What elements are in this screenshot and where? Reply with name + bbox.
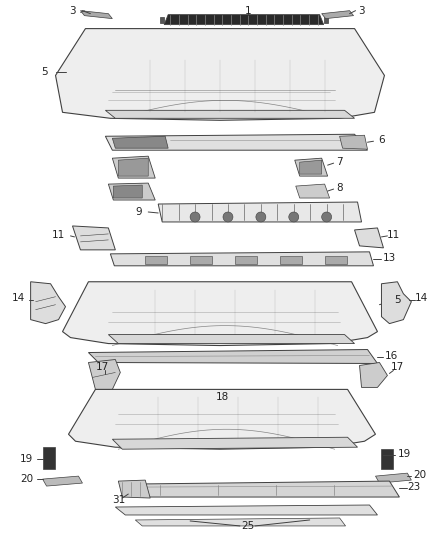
- Text: 1: 1: [244, 6, 251, 15]
- Polygon shape: [110, 252, 374, 266]
- Polygon shape: [360, 362, 388, 387]
- Text: 17: 17: [391, 362, 404, 373]
- Text: 18: 18: [215, 392, 229, 402]
- Polygon shape: [56, 29, 385, 120]
- Text: 3: 3: [358, 6, 365, 15]
- Text: 20: 20: [20, 474, 33, 484]
- Polygon shape: [324, 17, 328, 22]
- Polygon shape: [280, 256, 302, 264]
- Polygon shape: [81, 11, 113, 19]
- Text: 5: 5: [41, 68, 48, 77]
- Polygon shape: [31, 282, 66, 324]
- Polygon shape: [115, 505, 378, 515]
- Text: 25: 25: [241, 521, 254, 531]
- Text: 16: 16: [385, 351, 398, 360]
- Text: 19: 19: [20, 454, 33, 464]
- Polygon shape: [106, 134, 367, 150]
- Polygon shape: [295, 158, 328, 176]
- Polygon shape: [106, 110, 354, 118]
- Polygon shape: [113, 437, 357, 449]
- Polygon shape: [42, 476, 82, 486]
- Polygon shape: [113, 136, 168, 148]
- Text: 14: 14: [415, 293, 428, 303]
- Circle shape: [256, 212, 266, 222]
- Polygon shape: [381, 282, 411, 324]
- Polygon shape: [108, 335, 354, 344]
- Polygon shape: [63, 282, 378, 345]
- Polygon shape: [300, 160, 321, 174]
- Polygon shape: [113, 185, 142, 198]
- Polygon shape: [325, 256, 346, 264]
- Text: 17: 17: [96, 362, 109, 373]
- Polygon shape: [339, 135, 367, 149]
- Polygon shape: [135, 518, 346, 526]
- Polygon shape: [68, 390, 375, 449]
- Polygon shape: [190, 256, 212, 264]
- Text: 23: 23: [408, 482, 421, 492]
- Text: 19: 19: [398, 449, 411, 459]
- Bar: [42, 447, 55, 469]
- Polygon shape: [164, 14, 324, 25]
- Polygon shape: [113, 156, 155, 178]
- Polygon shape: [145, 256, 167, 264]
- Circle shape: [321, 212, 332, 222]
- Polygon shape: [158, 202, 361, 222]
- Polygon shape: [235, 256, 257, 264]
- Text: 31: 31: [112, 495, 125, 505]
- Polygon shape: [88, 359, 120, 390]
- Polygon shape: [160, 17, 164, 22]
- Polygon shape: [130, 481, 399, 497]
- Polygon shape: [72, 226, 115, 250]
- Text: 20: 20: [413, 470, 426, 480]
- Text: 7: 7: [336, 157, 343, 167]
- Text: 6: 6: [378, 135, 385, 145]
- Circle shape: [289, 212, 299, 222]
- Polygon shape: [118, 480, 150, 498]
- Text: 8: 8: [336, 183, 343, 193]
- Text: 9: 9: [135, 207, 141, 217]
- Text: 11: 11: [387, 230, 400, 240]
- Text: 14: 14: [12, 293, 25, 303]
- Text: 11: 11: [52, 230, 65, 240]
- Polygon shape: [375, 473, 411, 483]
- Polygon shape: [108, 183, 155, 200]
- Text: 13: 13: [383, 253, 396, 263]
- Polygon shape: [354, 228, 383, 248]
- Text: 3: 3: [69, 6, 76, 15]
- Polygon shape: [296, 184, 330, 198]
- Polygon shape: [118, 158, 148, 176]
- Polygon shape: [321, 11, 353, 19]
- Circle shape: [223, 212, 233, 222]
- Polygon shape: [88, 350, 378, 364]
- Circle shape: [190, 212, 200, 222]
- Text: 5: 5: [394, 295, 401, 305]
- Bar: [381, 449, 393, 469]
